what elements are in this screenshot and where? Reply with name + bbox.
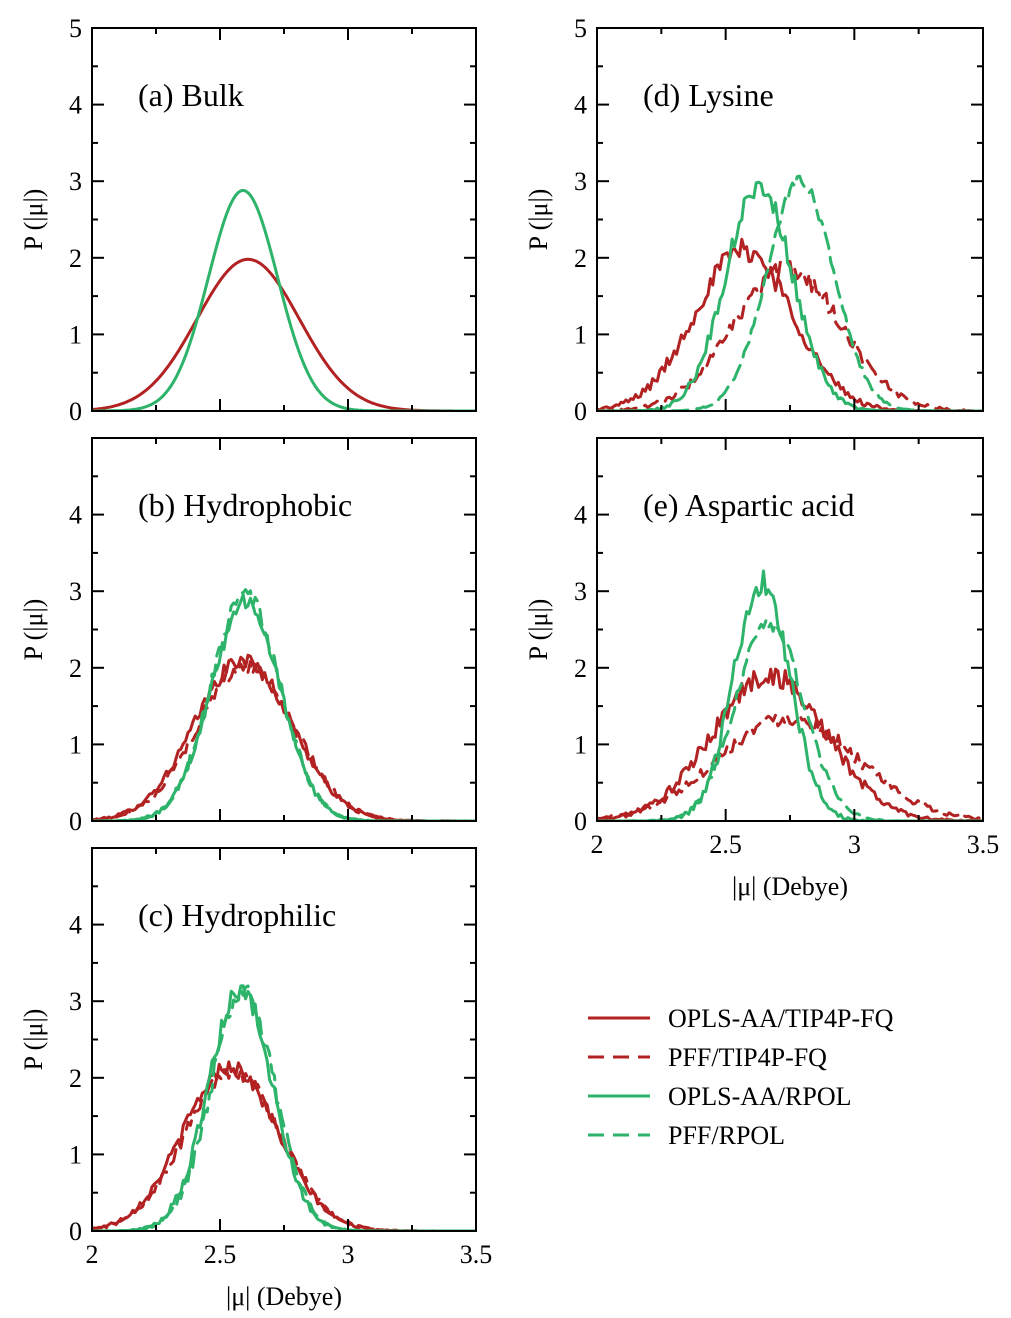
panel-c-series (92, 984, 476, 1231)
panel-a-ytick-label-2: 2 (69, 244, 82, 273)
panel-a-ytick-label-5: 5 (69, 14, 82, 43)
panel-c-xtick-label-0: 2 (86, 1240, 99, 1269)
panel-a-series (92, 188, 476, 411)
panel-a-ytick-label-1: 1 (69, 320, 82, 349)
panel-c-title: (c) Hydrophilic (138, 897, 336, 933)
panel-a-series-0 (92, 257, 476, 411)
panel-b-series (92, 588, 476, 821)
panel-e-series-0 (597, 667, 983, 821)
panel-b-ytick-label-1: 1 (69, 730, 82, 759)
legend: OPLS-AA/TIP4P-FQ PFF/TIP4P-FQ OPLS-AA/RPOL… (588, 1004, 894, 1150)
panel-e-series-2 (597, 569, 983, 821)
panel-b-ytick-label-4: 4 (69, 501, 82, 530)
panel-e-ytick-label-0: 0 (574, 807, 587, 836)
panel-c: 0 1 2 3 4 2 2.5 3 3.5 (c) Hydrophilic P (|μ|) |μ| (… (19, 847, 493, 1311)
panel-d-title: (d) Lysine (643, 77, 774, 113)
panel-e-ytick-label-1: 1 (574, 730, 587, 759)
panel-e-xtick-label-1: 2.5 (709, 830, 742, 859)
legend-item-2: OPLS-AA/RPOL (588, 1082, 851, 1111)
panel-b-ylabel: P (|μ|) (19, 599, 48, 661)
panel-e-xtick-label-3: 3.5 (967, 830, 1000, 859)
panel-e-series-1 (597, 713, 983, 821)
panel-c-series-1 (92, 1068, 476, 1231)
panels: 0 1 2 3 4 5 (a) Bulk P (|μ|) 0 1 2 3 4 (b) Hydrophobi… (19, 14, 999, 1311)
panel-e-ytick-label-4: 4 (574, 501, 587, 530)
panel-d-ytick-label-0: 0 (574, 397, 587, 426)
panel-d-series-1 (597, 260, 983, 411)
panel-e-xlabel: |μ| (Debye) (732, 872, 848, 901)
panel-d-series-2 (597, 180, 983, 411)
panel-e-xtick-label-0: 2 (591, 830, 604, 859)
legend-item-1: PFF/TIP4P-FQ (588, 1043, 827, 1072)
panel-c-xtick-label-1: 2.5 (204, 1240, 237, 1269)
panel-d-ytick-label-3: 3 (574, 167, 587, 196)
legend-label-0: OPLS-AA/TIP4P-FQ (668, 1004, 894, 1033)
panel-c-xlabel: |μ| (Debye) (226, 1282, 342, 1311)
panel-c-ytick-label-3: 3 (69, 987, 82, 1016)
panel-c-series-3 (92, 984, 476, 1231)
panel-b-title: (b) Hydrophobic (138, 487, 352, 523)
panel-b-ytick-label-3: 3 (69, 577, 82, 606)
panel-a: 0 1 2 3 4 5 (a) Bulk P (|μ|) (19, 14, 477, 426)
panel-d-series-3 (597, 174, 983, 411)
legend-item-3: PFF/RPOL (588, 1121, 785, 1150)
panel-e-ytick-label-3: 3 (574, 577, 587, 606)
panel-e-ytick-label-2: 2 (574, 654, 587, 683)
panel-b-ytick-label-2: 2 (69, 654, 82, 683)
panel-c-xtick-label-2: 3 (342, 1240, 355, 1269)
panel-d-ytick-label-4: 4 (574, 91, 587, 120)
panel-a-title: (a) Bulk (138, 77, 244, 113)
legend-label-2: OPLS-AA/RPOL (668, 1082, 851, 1111)
panel-d-ytick-label-2: 2 (574, 244, 587, 273)
panel-c-ytick-label-1: 1 (69, 1140, 82, 1169)
panel-e: 0 1 2 3 4 2 2.5 3 3.5 (e) Aspartic acid P (|μ|) |μ|… (524, 437, 1000, 901)
panel-c-ytick-label-2: 2 (69, 1064, 82, 1093)
panel-c-ytick-label-4: 4 (69, 911, 82, 940)
panel-a-ytick-label-4: 4 (69, 91, 82, 120)
panel-b-series-2 (92, 593, 476, 821)
panel-c-ytick-label-0: 0 (69, 1217, 82, 1246)
legend-label-1: PFF/TIP4P-FQ (668, 1043, 827, 1072)
panel-d-series (597, 174, 983, 411)
panel-b-ytick-label-0: 0 (69, 807, 82, 836)
panel-b: 0 1 2 3 4 (b) Hydrophobic P (|μ|) (19, 437, 477, 836)
legend-item-0: OPLS-AA/TIP4P-FQ (588, 1004, 894, 1033)
panel-d-ytick-label-1: 1 (574, 320, 587, 349)
panel-b-series-3 (92, 588, 476, 821)
panel-c-xtick-label-3: 3.5 (460, 1240, 493, 1269)
panel-c-ylabel: P (|μ|) (19, 1009, 48, 1071)
panel-b-series-1 (92, 660, 476, 821)
panel-b-series-0 (92, 653, 476, 821)
panel-e-ylabel: P (|μ|) (524, 599, 553, 661)
panel-d-ylabel: P (|μ|) (524, 189, 553, 251)
panel-a-ylabel: P (|μ|) (19, 189, 48, 251)
panel-e-xtick-label-2: 3 (848, 830, 861, 859)
panel-e-series (597, 569, 983, 821)
panel-a-ytick-label-3: 3 (69, 167, 82, 196)
panel-a-ytick-label-0: 0 (69, 397, 82, 426)
panel-d-ytick-label-5: 5 (574, 14, 587, 43)
legend-label-3: PFF/RPOL (668, 1121, 785, 1150)
panel-d: 0 1 2 3 4 5 (d) Lysine P (|μ|) (524, 14, 984, 426)
panel-e-title: (e) Aspartic acid (643, 487, 854, 523)
panel-a-series-2 (92, 188, 476, 411)
